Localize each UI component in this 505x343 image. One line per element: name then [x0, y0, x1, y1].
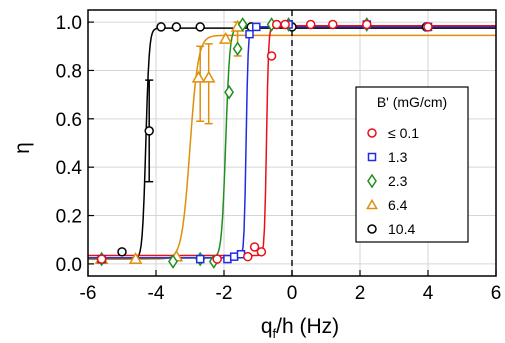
x-tick-label: 6	[491, 283, 502, 304]
x-tick-label: 0	[287, 283, 298, 304]
data-point	[266, 51, 277, 61]
data-point	[195, 254, 205, 264]
data-point	[128, 252, 143, 264]
y-tick-label: 0.6	[56, 110, 82, 131]
data-point	[117, 247, 127, 257]
data-point	[237, 17, 248, 32]
data-point	[168, 254, 178, 269]
y-tick-label: 0.8	[56, 61, 82, 82]
data-point	[243, 251, 253, 262]
data-point	[171, 22, 182, 32]
data-point	[201, 70, 216, 83]
data-point	[256, 247, 267, 257]
x-axis-label: qf/h (Hz)	[261, 315, 339, 341]
legend-label: 2.3	[388, 173, 408, 189]
data-point	[223, 254, 232, 264]
x-tick-label: 2	[355, 283, 366, 304]
x-axis-label-main: q	[261, 315, 273, 338]
y-tick-label: 0.2	[56, 207, 82, 228]
data-point	[305, 19, 316, 30]
y-axis-label: η	[11, 142, 34, 154]
data-point	[156, 22, 166, 32]
legend-marker	[366, 198, 378, 210]
legend-label: 1.3	[388, 149, 408, 165]
data-point	[232, 41, 243, 57]
x-axis-label-rest: /h (Hz)	[276, 315, 339, 338]
data-point	[328, 19, 338, 30]
legend: B' (mG/cm) ≤ 0.1 1.3 2.3 6.4 10.4	[355, 86, 469, 243]
data-point	[252, 22, 261, 32]
legend-marker	[367, 152, 377, 162]
data-point	[249, 242, 260, 252]
legend-items: ≤ 0.1 1.3 2.3 6.4 10.4	[366, 125, 419, 237]
data-point	[224, 84, 235, 100]
data-point	[423, 22, 433, 32]
legend-marker	[367, 224, 377, 234]
data-point	[195, 22, 205, 32]
legend-box	[355, 86, 469, 243]
data-point	[362, 19, 372, 30]
data-point	[271, 19, 282, 30]
legend-label: 10.4	[388, 221, 415, 237]
data-point	[218, 32, 233, 44]
legend-marker	[367, 173, 377, 189]
data-points	[94, 17, 433, 269]
x-axis-label-sub: f	[273, 326, 277, 341]
axis-ticks: -6 -4 -2 0 2 4 6 0.0 0.2 0.4 0.6 0.8 1.0	[56, 13, 502, 304]
legend-label: ≤ 0.1	[388, 125, 419, 141]
y-tick-label: 1.0	[56, 13, 82, 34]
data-point	[191, 70, 206, 83]
y-tick-label: 0.0	[56, 255, 82, 276]
data-point	[212, 254, 222, 264]
data-point	[144, 126, 154, 136]
x-tick-label: -4	[148, 283, 165, 304]
data-point	[96, 254, 107, 264]
legend-marker	[367, 128, 377, 138]
x-tick-label: 4	[423, 283, 434, 304]
x-tick-label: -2	[216, 283, 233, 304]
legend-title: B' (mG/cm)	[377, 94, 447, 110]
data-point	[245, 29, 254, 39]
legend-label: 6.4	[388, 197, 408, 213]
data-point	[280, 19, 290, 30]
y-tick-label: 0.4	[56, 158, 83, 179]
x-tick-label: -6	[80, 283, 97, 304]
data-point	[229, 252, 239, 261]
